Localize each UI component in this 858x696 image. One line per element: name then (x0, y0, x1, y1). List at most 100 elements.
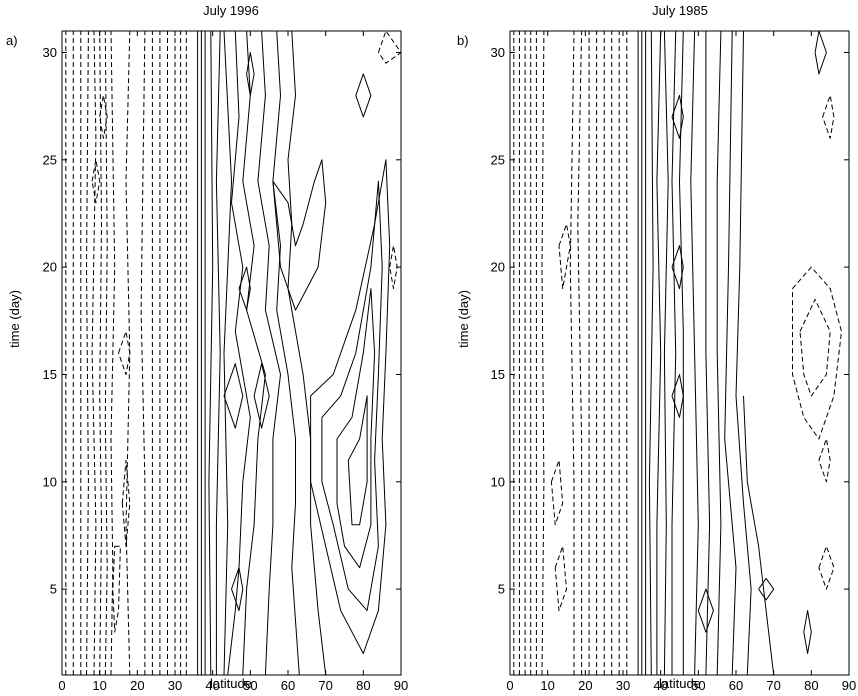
positive-contour-line (223, 363, 244, 429)
positive-contour-line (758, 577, 775, 601)
positive-contour-line (814, 31, 827, 75)
positive-contour-line (803, 610, 812, 654)
positive-contour-line (231, 567, 244, 612)
positive-contour-line (238, 266, 251, 311)
positive-contour-line (253, 363, 270, 429)
negative-contour-line (99, 94, 108, 139)
positive-contour-line (227, 31, 251, 675)
negative-contour-line (104, 31, 108, 675)
y-tick-label: 15 (491, 367, 505, 382)
positive-contour-line (671, 31, 677, 675)
x-tick-label: 30 (616, 678, 630, 693)
panel-b: July 1985 b) time (day) latitude 0 10 20 30… (456, 3, 856, 693)
positive-contour-line (735, 31, 752, 675)
positive-contour-line (743, 395, 775, 675)
positive-contour-line (671, 94, 684, 139)
negative-contour-line (799, 298, 831, 397)
positive-contour-line (648, 31, 654, 675)
y-tick-label: 10 (491, 474, 505, 489)
y-tick-label: 30 (43, 45, 57, 60)
x-tick-label: 70 (766, 678, 780, 693)
positive-contour-line (671, 374, 684, 418)
positive-contour-line (208, 31, 214, 675)
negative-contour-line (822, 94, 835, 139)
negative-contour-line (99, 31, 102, 675)
positive-contour-line (321, 180, 383, 612)
positive-contour-line (242, 31, 266, 675)
y-tick-label: 20 (491, 260, 505, 275)
y-tick-label: 5 (50, 582, 57, 597)
negative-contour-line (86, 31, 89, 675)
negative-contour-line (112, 545, 121, 633)
positive-contour-line (272, 31, 300, 675)
positive-contour-line (246, 52, 255, 96)
panel-b-plot: 0 10 20 30 40 50 60 70 80 90 5 10 15 20 25 30 (491, 30, 856, 693)
positive-contour-line (223, 31, 232, 675)
negative-contour-line (558, 223, 571, 290)
positive-contour-line (671, 245, 684, 290)
positive-contour-line (336, 288, 376, 569)
panel-b-letter: b) (457, 33, 469, 48)
negative-contour-line (577, 31, 583, 675)
x-tick-label: 80 (804, 678, 818, 693)
y-tick-label: 25 (43, 152, 57, 167)
x-tick-label: 90 (842, 678, 856, 693)
positive-contour-line (310, 159, 391, 654)
positive-contour-line (215, 31, 221, 675)
positive-contour-line (690, 31, 699, 675)
panel-a: July 1996 a) time (day) latitude 0 10 20 30… (6, 3, 408, 693)
negative-contour-line (554, 545, 567, 612)
x-tick-label: 0 (58, 678, 65, 693)
positive-contour-line (355, 73, 372, 118)
negative-contour-line (121, 459, 131, 547)
y-tick-label: 30 (491, 45, 505, 60)
x-tick-label: 20 (578, 678, 592, 693)
y-tick-label: 10 (43, 474, 57, 489)
panel-a-contours (65, 31, 401, 675)
negative-contour-line (91, 159, 101, 204)
x-tick-label: 90 (394, 678, 408, 693)
x-tick-label: 80 (356, 678, 370, 693)
panel-a-letter: a) (6, 33, 18, 48)
x-tick-label: 20 (130, 678, 144, 693)
x-tick-label: 50 (691, 678, 705, 693)
x-tick-label: 60 (281, 678, 295, 693)
negative-contour-line (550, 459, 564, 526)
positive-contour-line (272, 159, 327, 311)
positive-contour-line (697, 588, 714, 633)
x-tick-label: 10 (92, 678, 106, 693)
x-tick-label: 40 (653, 678, 667, 693)
panel-a-title: July 1996 (203, 3, 259, 18)
panel-a-xlabel: latitude (210, 676, 252, 691)
negative-contour-line (818, 545, 835, 590)
negative-contour-line (377, 31, 401, 64)
y-tick-label: 25 (491, 152, 505, 167)
y-tick-label: 5 (498, 582, 505, 597)
positive-contour-line (663, 31, 669, 675)
positive-contour-line (347, 395, 368, 526)
negative-contour-line (792, 266, 842, 440)
panel-a-plot: 0 10 20 30 40 50 60 70 80 90 5 10 15 20 25 30 (43, 30, 408, 693)
panel-a-frame (61, 30, 402, 676)
negative-contour-line (541, 31, 545, 675)
negative-contour-line (110, 31, 116, 675)
positive-contour-line (287, 31, 327, 675)
y-tick-label: 15 (43, 367, 57, 382)
x-tick-label: 10 (540, 678, 554, 693)
negative-contour-line (91, 31, 97, 675)
positive-contour-line (257, 31, 281, 675)
x-tick-label: 60 (729, 678, 743, 693)
panel-a-ylabel: time (day) (7, 290, 22, 348)
panel-b-ylabel: time (day) (456, 290, 471, 348)
positive-contour-line (724, 31, 737, 675)
positive-contour-line (656, 31, 662, 675)
x-tick-label: 40 (205, 678, 219, 693)
panel-b-frame (509, 30, 850, 676)
panel-b-xlabel: latitude (659, 676, 701, 691)
negative-contour-line (125, 31, 131, 675)
y-tick-label: 20 (43, 260, 57, 275)
x-tick-label: 30 (168, 678, 182, 693)
x-tick-label: 0 (506, 678, 513, 693)
positive-contour-line (716, 31, 722, 675)
x-tick-label: 70 (318, 678, 332, 693)
